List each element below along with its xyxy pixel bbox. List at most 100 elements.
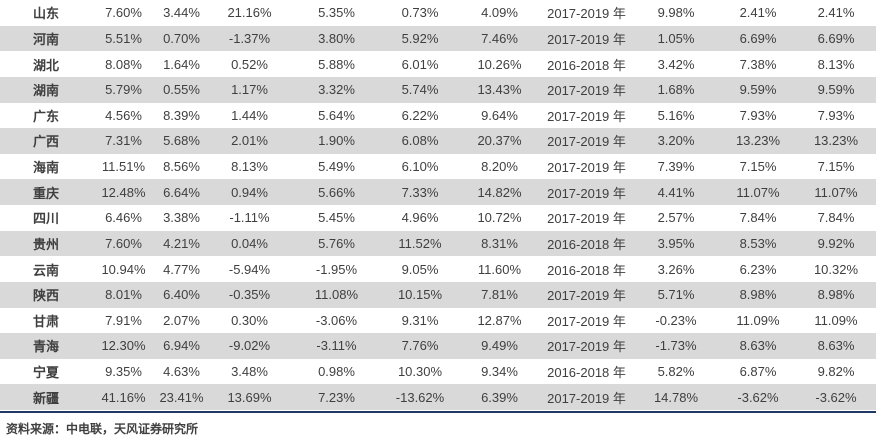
value-cell: 7.31% xyxy=(105,133,142,149)
value-cell: 7.84% xyxy=(817,210,855,226)
value-cell: 4.21% xyxy=(163,235,200,251)
period-cell: 2017-2019 年 xyxy=(547,211,626,227)
period-cell: 2017-2019 年 xyxy=(547,313,626,329)
value-cell: 8.53% xyxy=(739,235,777,251)
value-cell: 5.49% xyxy=(318,159,355,175)
table-row: 湖南 5.79% 0.55% 1.17% 3.32% 5.74% 13.43% 2017-20… xyxy=(0,76,876,103)
province-name: 广东 xyxy=(32,108,59,124)
value-cell: 3.48% xyxy=(231,364,268,380)
value-cell: 0.98% xyxy=(318,364,355,380)
value-cell: 7.15% xyxy=(817,159,855,175)
value-cell: 6.69% xyxy=(817,30,855,46)
footer-area: 资料来源：中电联，天风证券研究所 xyxy=(0,410,876,437)
table-row: 四川 6.46% 3.38% -1.11% 5.45% 4.96% 10.72% 2017-2… xyxy=(0,205,876,231)
value-cell: -5.94% xyxy=(228,261,271,277)
period-cell: 2017-2019 年 xyxy=(547,6,626,22)
period-cell: 2017-2019 年 xyxy=(547,339,626,355)
value-cell: 10.26% xyxy=(477,56,522,72)
value-cell: 8.08% xyxy=(105,56,142,72)
period-cell: 2016-2018 年 xyxy=(547,365,626,381)
value-cell: 11.60% xyxy=(477,261,522,277)
value-cell: 1.64% xyxy=(163,56,200,72)
value-cell: -1.37% xyxy=(228,30,271,46)
value-cell: 13.23% xyxy=(813,133,859,149)
value-cell: -0.23% xyxy=(655,312,697,328)
period-cell: 2017-2019 年 xyxy=(547,31,626,47)
value-cell: 6.01% xyxy=(401,56,439,72)
table-row: 山东 7.60% 3.44% 21.16% 5.35% 0.73% 4.09% 2017-20… xyxy=(0,0,876,26)
value-cell: 14.82% xyxy=(477,184,522,200)
value-cell: 11.08% xyxy=(314,287,359,303)
value-cell: 5.45% xyxy=(318,210,355,226)
value-cell: 5.92% xyxy=(401,30,439,46)
value-cell: 5.71% xyxy=(657,287,695,303)
province-name: 湖南 xyxy=(32,83,59,99)
value-cell: 0.70% xyxy=(163,30,200,46)
period-cell: 2017-2019 年 xyxy=(547,108,626,124)
value-cell: 0.04% xyxy=(231,235,268,251)
value-cell: 7.76% xyxy=(401,338,439,354)
value-cell: 2.57% xyxy=(657,210,695,226)
value-cell: 2.07% xyxy=(163,312,200,328)
value-cell: 7.93% xyxy=(817,107,855,123)
value-cell: 10.30% xyxy=(397,364,443,380)
value-cell: 7.84% xyxy=(739,210,777,226)
province-name: 海南 xyxy=(32,160,59,176)
province-name: 甘肃 xyxy=(32,313,59,329)
value-cell: 11.09% xyxy=(736,312,780,328)
value-cell: -9.02% xyxy=(228,338,271,354)
value-cell: 7.39% xyxy=(657,159,695,175)
value-cell: -0.35% xyxy=(228,287,271,303)
value-cell: 8.63% xyxy=(817,338,855,354)
value-cell: 7.60% xyxy=(105,5,142,21)
value-cell: 13.69% xyxy=(227,389,272,405)
table-row: 新疆 41.16% 23.41% 13.69% 7.23% -13.62% 6.39% 201… xyxy=(0,384,876,410)
value-cell: 0.55% xyxy=(163,82,200,98)
value-cell: -13.62% xyxy=(395,389,445,405)
table-row: 陕西 8.01% 6.40% -0.35% 11.08% 10.15% 7.81% 2017-… xyxy=(0,281,876,308)
value-cell: 3.32% xyxy=(318,82,355,98)
value-cell: 9.34% xyxy=(481,364,518,380)
period-cell: 2017-2019 年 xyxy=(547,160,626,176)
value-cell: 6.40% xyxy=(163,287,200,303)
value-cell: 8.98% xyxy=(817,287,855,303)
value-cell: 9.05% xyxy=(401,261,439,277)
value-cell: 8.39% xyxy=(163,107,200,123)
period-cell: 2017-2019 年 xyxy=(547,185,626,201)
table-row: 广西 7.31% 5.68% 2.01% 1.90% 6.08% 20.37% 2017-20… xyxy=(0,128,876,154)
value-cell: 0.94% xyxy=(231,184,268,200)
value-cell: 9.35% xyxy=(105,364,142,380)
value-cell: 4.09% xyxy=(481,5,518,21)
value-cell: 3.44% xyxy=(163,5,200,21)
value-cell: 9.59% xyxy=(817,82,855,98)
table-row: 河南 5.51% 0.70% -1.37% 3.80% 5.92% 7.46% 2017-20… xyxy=(0,25,876,52)
value-cell: 10.72% xyxy=(477,210,522,226)
value-cell: 6.69% xyxy=(739,30,777,46)
province-name: 山东 xyxy=(32,6,59,22)
value-cell: 11.09% xyxy=(814,312,858,328)
value-cell: 8.20% xyxy=(481,159,518,175)
value-cell: 5.76% xyxy=(318,235,355,251)
value-cell: 6.39% xyxy=(481,389,518,405)
value-cell: 9.64% xyxy=(481,107,518,123)
province-data-table: 山东 7.60% 3.44% 21.16% 5.35% 0.73% 4.09% 2017-20… xyxy=(0,0,876,410)
value-cell: 6.87% xyxy=(739,364,777,380)
value-cell: 9.98% xyxy=(657,5,695,21)
table-row: 广东 4.56% 8.39% 1.44% 5.64% 6.22% 9.64% 2017-201… xyxy=(0,102,876,129)
value-cell: -3.06% xyxy=(315,312,358,328)
value-cell: 13.43% xyxy=(477,82,522,98)
value-cell: 5.64% xyxy=(318,107,355,123)
value-cell: 7.93% xyxy=(739,107,777,123)
value-cell: 6.94% xyxy=(163,338,200,354)
province-name: 宁夏 xyxy=(32,365,59,381)
value-cell: 3.20% xyxy=(657,133,695,149)
value-cell: 1.90% xyxy=(318,133,355,149)
province-name: 陕西 xyxy=(32,288,59,304)
value-cell: 21.16% xyxy=(227,5,272,21)
period-cell: 2016-2018 年 xyxy=(547,57,626,73)
table-row: 云南 10.94% 4.77% -5.94% -1.95% 9.05% 11.60% 2016… xyxy=(0,256,876,282)
period-cell: 2016-2018 年 xyxy=(547,236,626,252)
value-cell: 1.44% xyxy=(231,107,268,123)
value-cell: 3.42% xyxy=(657,56,695,72)
